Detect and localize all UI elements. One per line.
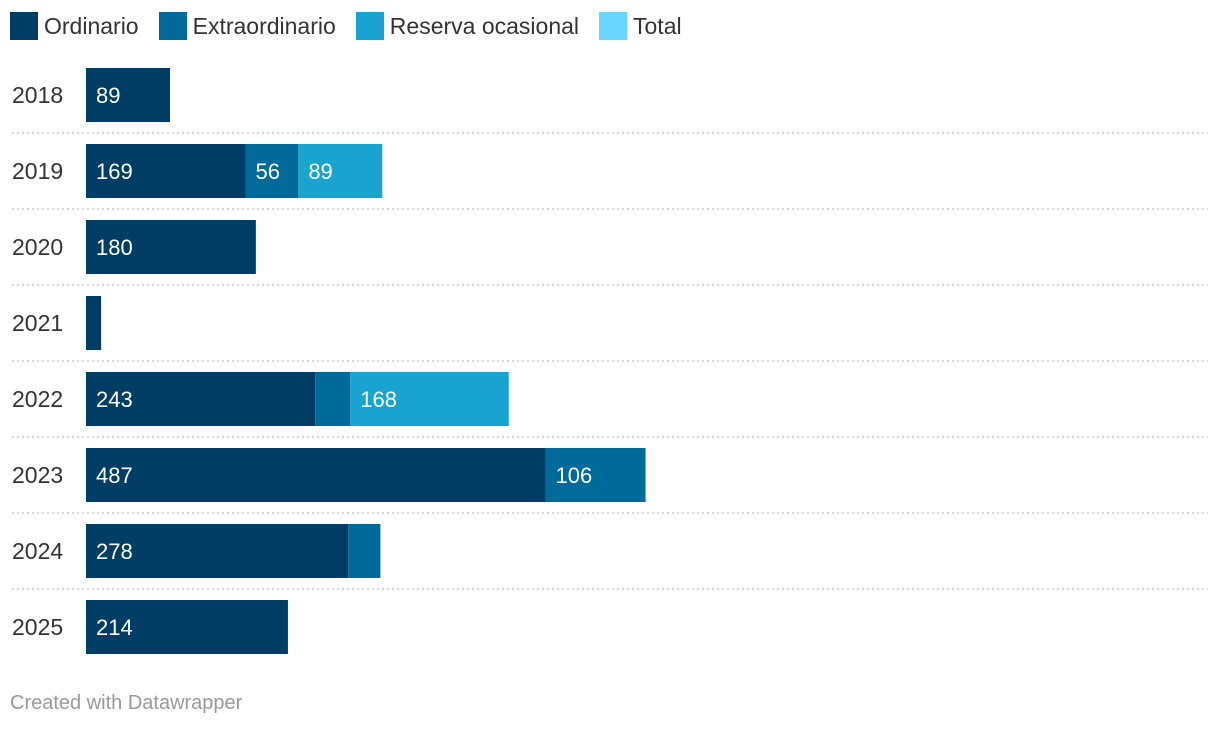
category-label: 2018 — [12, 82, 63, 108]
data-label: 214 — [96, 615, 133, 640]
category-label: 2022 — [12, 386, 63, 412]
bar-segment-ordinario — [86, 372, 316, 426]
data-label: 89 — [96, 83, 120, 108]
legend-label: Total — [633, 13, 682, 39]
legend-label: Ordinario — [44, 13, 139, 39]
bar-segment-ordinario — [86, 296, 102, 350]
category-label: 2024 — [12, 538, 63, 564]
category-label: 2021 — [12, 310, 63, 336]
legend-item-extraordinario: Extraordinario — [158, 12, 336, 40]
bar-segment-ordinario — [86, 68, 170, 122]
data-label: 180 — [96, 235, 133, 260]
bar-segment-extraordinario — [245, 144, 299, 198]
chart-legend: Ordinario Extraordinario Reserva ocasional… — [10, 10, 682, 42]
data-label: 169 — [96, 159, 133, 184]
legend-item-reserva-ocasional: Reserva ocasional — [355, 12, 580, 40]
data-label: 56 — [255, 159, 279, 184]
bar-segment-ordinario — [86, 600, 288, 654]
legend-swatch — [158, 12, 187, 40]
bar-segment-extraordinario — [348, 524, 381, 578]
category-label: 2020 — [12, 234, 63, 260]
bar-segment-ordinario — [86, 144, 246, 198]
bar-segment-extraordinario — [315, 372, 351, 426]
legend-swatch — [10, 12, 38, 40]
legend-swatch — [355, 12, 384, 40]
data-label: 106 — [556, 463, 593, 488]
data-label: 89 — [308, 159, 332, 184]
category-label: 2023 — [12, 462, 63, 488]
bar-segment-ordinario — [86, 524, 349, 578]
data-label: 487 — [96, 463, 133, 488]
footer-credit: Created with Datawrapper — [10, 692, 243, 714]
bar-segment-extraordinario — [545, 448, 646, 502]
data-label: 278 — [96, 539, 133, 564]
legend-swatch — [599, 12, 628, 40]
data-label: 243 — [96, 387, 133, 412]
bar-segment-ordinario — [86, 220, 256, 274]
legend-item-ordinario: Ordinario — [10, 12, 139, 40]
legend-item-total: Total — [599, 12, 682, 40]
bar-segment-reserva-ocasional — [350, 372, 509, 426]
category-label: 2019 — [12, 158, 63, 184]
bar-segment-reserva-ocasional — [298, 144, 383, 198]
bar-segment-ordinario — [86, 448, 546, 502]
data-label: 168 — [360, 387, 397, 412]
category-label: 2025 — [12, 614, 63, 640]
legend-label: Reserva ocasional — [389, 13, 580, 39]
legend-label: Extraordinario — [192, 13, 336, 39]
